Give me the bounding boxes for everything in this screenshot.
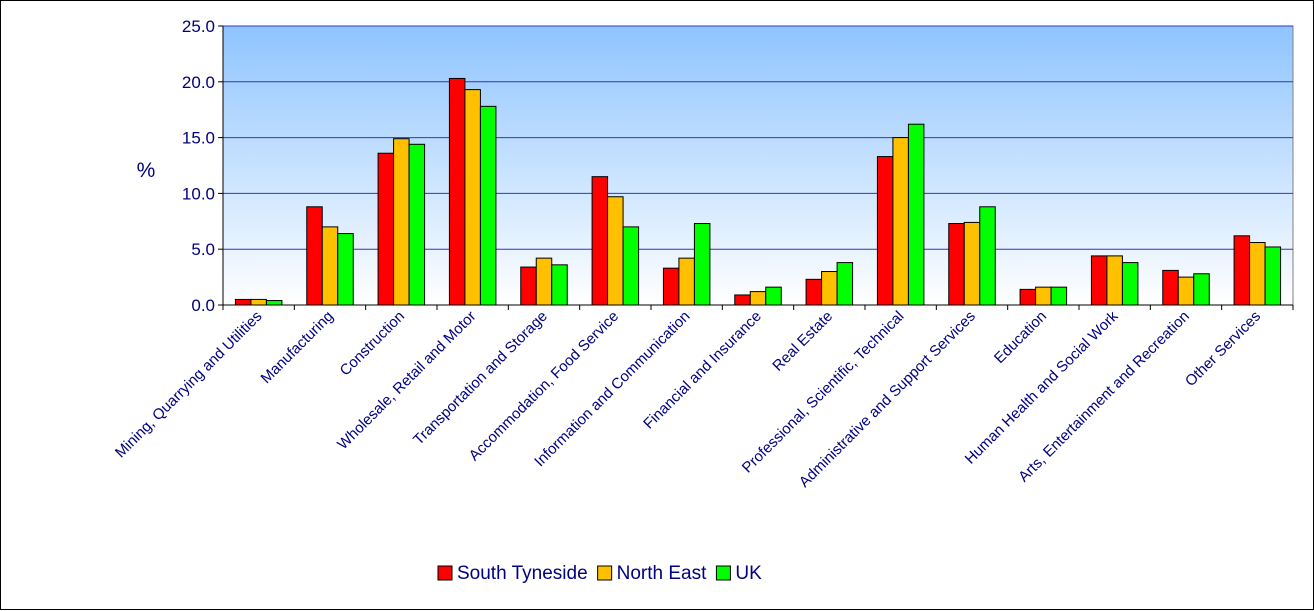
category-label: Information and Communication <box>531 308 693 470</box>
bar-uk <box>1193 273 1210 306</box>
legend-label: South Tyneside <box>457 563 588 584</box>
bar-south-tyneside <box>1162 269 1179 306</box>
bar-north-east <box>963 221 981 306</box>
y-tick-label: 0.0 <box>191 296 215 315</box>
bar-uk <box>1121 262 1139 306</box>
legend-item: South Tyneside <box>437 563 588 584</box>
bar-north-east <box>464 89 481 306</box>
y-tick-label: 25.0 <box>182 17 215 36</box>
bar-south-tyneside <box>448 77 466 306</box>
bar-north-east <box>535 257 553 306</box>
bar-north-east <box>1249 242 1266 306</box>
bar-north-east <box>1106 255 1123 306</box>
y-tick-label: 5.0 <box>191 240 215 259</box>
legend-swatch <box>715 565 731 581</box>
bar-south-tyneside <box>734 294 751 306</box>
category-label: Human Health and Social Work <box>962 307 1122 467</box>
bar-south-tyneside <box>377 152 395 306</box>
y-tick-label: 10.0 <box>182 184 215 203</box>
bar-uk <box>408 143 426 306</box>
bar-south-tyneside <box>662 267 680 306</box>
bar-uk <box>907 123 925 306</box>
bar-north-east <box>1035 286 1052 306</box>
bar-north-east <box>749 291 767 306</box>
bar-south-tyneside <box>1019 288 1037 306</box>
bar-uk <box>979 206 996 306</box>
bar-north-east <box>250 298 267 306</box>
legend-item: UK <box>715 563 762 584</box>
bar-south-tyneside <box>805 278 823 306</box>
bar-uk <box>1264 246 1282 306</box>
bar-north-east <box>1177 276 1195 306</box>
category-label: Real Estate <box>769 308 836 375</box>
bar-south-tyneside <box>520 266 537 306</box>
bar-south-tyneside <box>591 176 609 306</box>
bar-uk <box>765 286 782 306</box>
bar-south-tyneside <box>948 223 965 306</box>
category-label: Mining, Quarrying and Utilities <box>112 308 266 462</box>
bar-north-east <box>892 137 909 306</box>
legend-item: North East <box>597 563 707 584</box>
category-label: Transportation and Storage <box>410 308 551 449</box>
bar-south-tyneside <box>1090 255 1108 306</box>
bar-north-east <box>607 196 624 306</box>
category-label: Construction <box>337 308 409 380</box>
bar-uk <box>622 226 640 306</box>
category-label: Education <box>991 308 1050 367</box>
bar-north-east <box>678 257 695 306</box>
bar-south-tyneside <box>234 298 252 306</box>
y-axis-label: % <box>137 159 156 182</box>
bar-uk <box>479 105 497 306</box>
bar-uk <box>337 233 354 306</box>
bar-uk <box>693 223 711 306</box>
bar-uk <box>1050 286 1068 306</box>
bar-north-east <box>393 138 410 306</box>
bar-uk <box>836 262 854 306</box>
legend-label: North East <box>617 563 707 584</box>
category-label: Wholesale, Retail and Motor <box>334 308 479 453</box>
legend-label: UK <box>735 563 762 584</box>
legend-swatch <box>437 565 453 581</box>
legend-swatch <box>597 565 613 581</box>
category-label: Other Services <box>1182 308 1264 390</box>
category-label: Financial and Insurance <box>640 308 765 433</box>
bar-north-east <box>821 271 838 306</box>
bar-north-east <box>321 226 339 306</box>
category-label: Manufacturing <box>258 308 337 387</box>
bar-south-tyneside <box>876 156 894 306</box>
bar-south-tyneside <box>306 206 323 306</box>
y-tick-label: 15.0 <box>182 129 215 148</box>
bar-uk <box>265 300 283 306</box>
bar-uk <box>551 264 568 306</box>
bar-south-tyneside <box>1233 235 1251 306</box>
y-tick-label: 20.0 <box>182 73 215 92</box>
category-label: Accommodation, Food Service <box>466 308 622 464</box>
